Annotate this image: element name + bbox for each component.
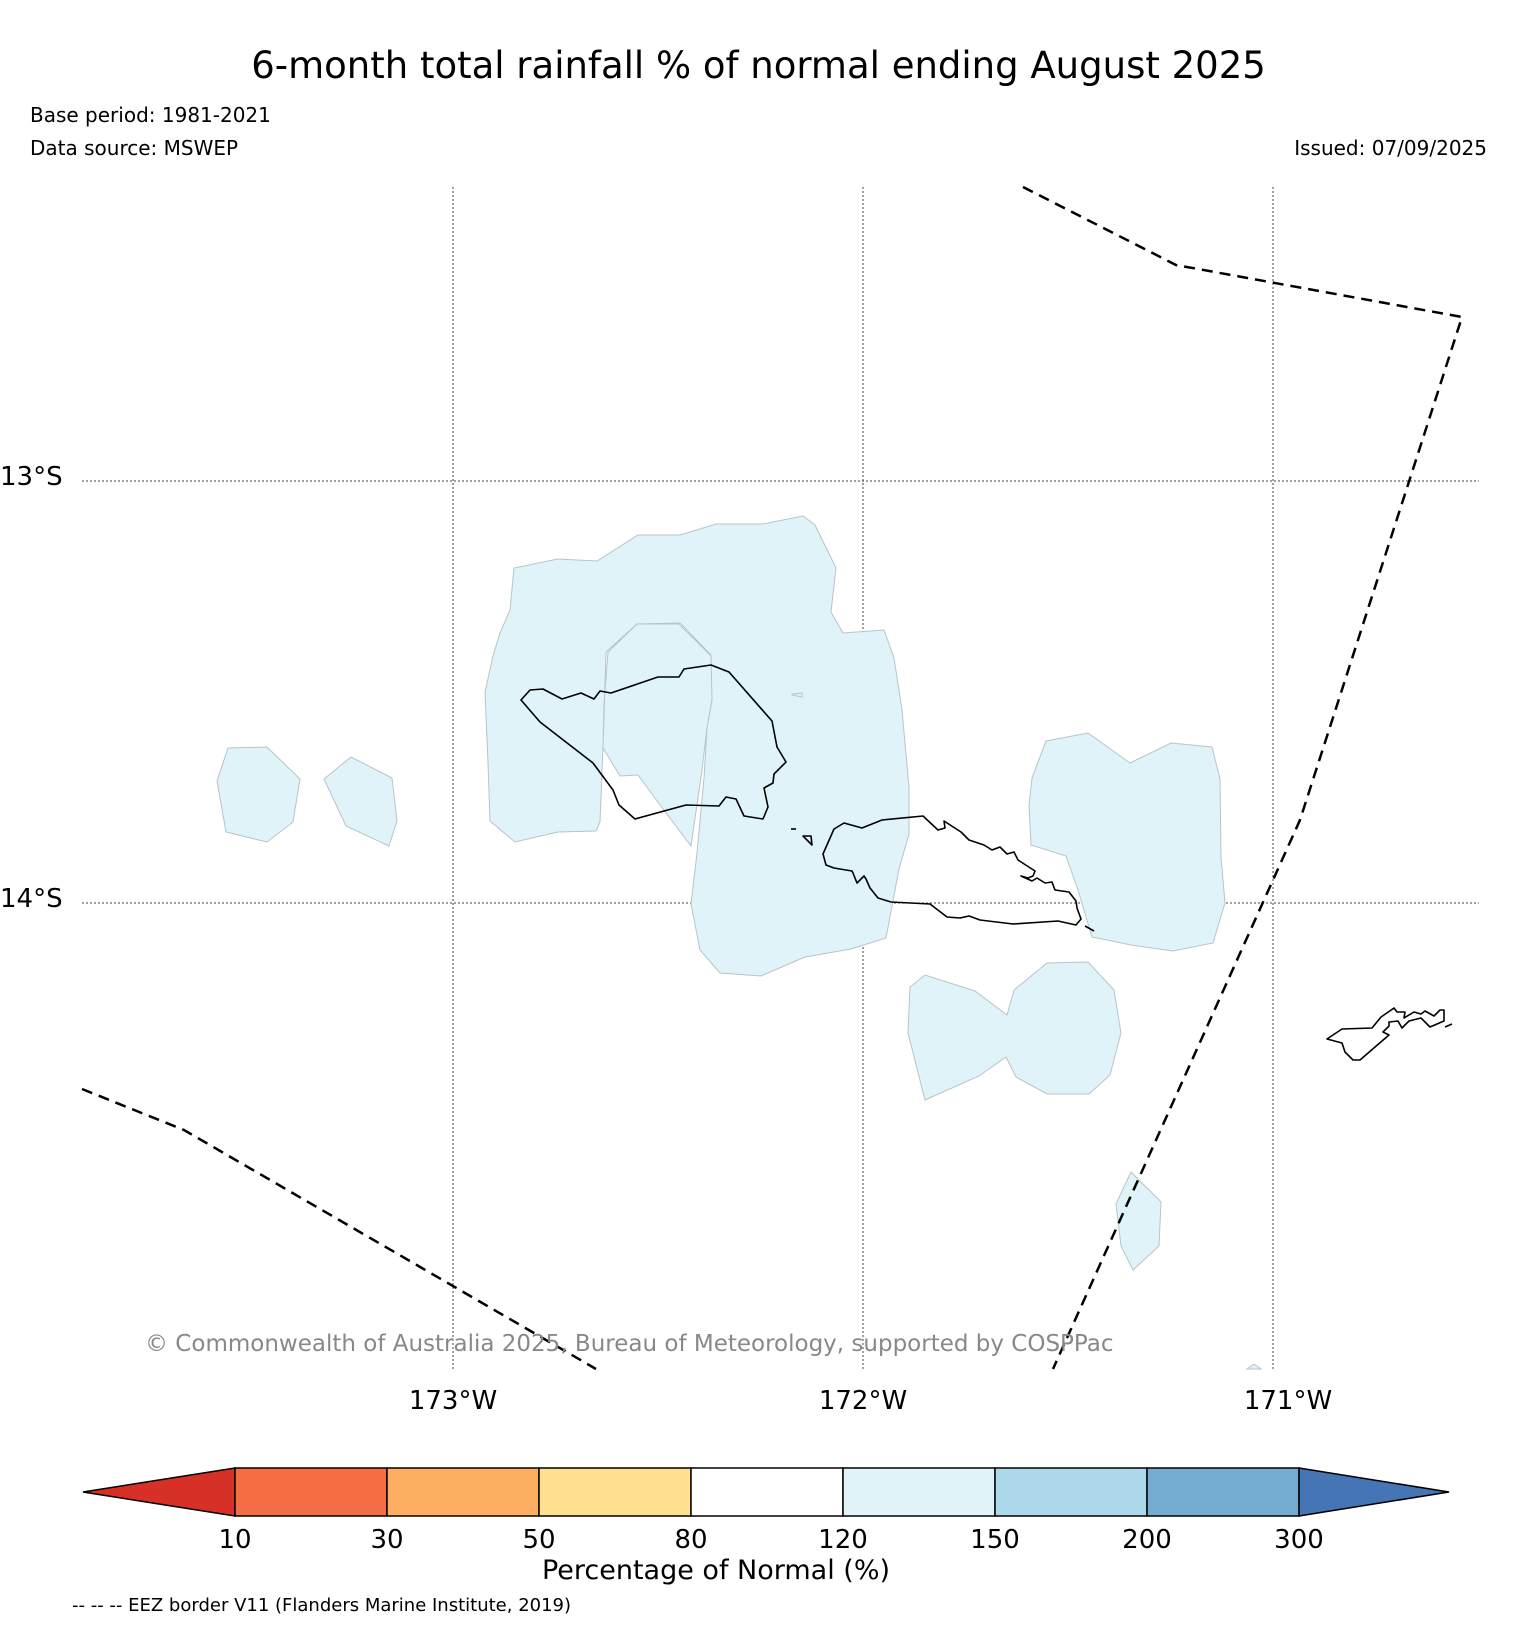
colorbar-segment-lt10 — [82, 1467, 236, 1517]
coastline-aunuu — [1444, 1023, 1453, 1028]
coastline-upolu — [520, 664, 787, 820]
colorbar — [82, 1467, 1450, 1517]
rain-area-tiny — [791, 692, 803, 698]
colorbar-tick: 30 — [370, 1525, 404, 1555]
eez-legend-note: -- -- -- EEZ border V11 (Flanders Marine… — [72, 1595, 572, 1616]
colorbar-segment-gt300 — [1298, 1467, 1450, 1517]
rainfall-shading — [216, 515, 1263, 1370]
lat-label-13s: 13°S — [0, 462, 63, 492]
rain-area-east — [1028, 732, 1226, 952]
coastline-tutuila — [1326, 1007, 1445, 1061]
colorbar-segment-80-120 — [690, 1467, 844, 1517]
lon-label-173w: 173°W — [408, 1386, 498, 1416]
gridlines — [82, 187, 1479, 1369]
colorbar-segment-200-300 — [1146, 1467, 1300, 1517]
colorbar-tick: 300 — [1274, 1525, 1324, 1555]
issued-date: Issued: 07/09/2025 — [1294, 136, 1487, 160]
coastline-savaii-tip — [1084, 925, 1095, 932]
map-title: 6-month total rainfall % of normal endin… — [251, 44, 1266, 87]
copyright-notice: © Commonwealth of Australia 2025, Bureau… — [145, 1331, 1114, 1357]
lat-label-14s: 14°S — [0, 884, 63, 914]
colorbar-tick: 80 — [674, 1525, 708, 1555]
coastline-savaii — [822, 815, 1082, 926]
rain-area-west-a — [216, 746, 301, 843]
colorbar-segment-30-50 — [386, 1467, 540, 1517]
eez-border-north — [1022, 185, 1464, 1370]
rain-area-west-b — [323, 756, 398, 847]
coastline-islet-a — [802, 835, 813, 846]
base-period-label: Base period: 1981-2021 — [30, 103, 271, 127]
rain-area-upolu — [484, 515, 910, 977]
coastlines — [520, 664, 1453, 1061]
rain-area-south-islet — [1115, 1171, 1162, 1271]
colorbar-segment-50-80 — [538, 1467, 692, 1517]
colorbar-segment-10-30 — [234, 1467, 388, 1517]
colorbar-label: Percentage of Normal (%) — [541, 1555, 891, 1586]
colorbar-tick: 120 — [818, 1525, 868, 1555]
rain-area-edge — [1245, 1363, 1263, 1370]
data-source-label: Data source: MSWEP — [30, 136, 239, 160]
lon-label-171w: 171°W — [1243, 1386, 1333, 1416]
colorbar-segment-120-150 — [842, 1467, 996, 1517]
colorbar-tick: 200 — [1122, 1525, 1172, 1555]
colorbar-segment-150-200 — [994, 1467, 1148, 1517]
colorbar-tick: 50 — [522, 1525, 556, 1555]
colorbar-tick: 10 — [218, 1525, 252, 1555]
eez-borders — [81, 185, 1464, 1371]
colorbar-tick: 150 — [970, 1525, 1020, 1555]
lon-label-172w: 172°W — [818, 1386, 908, 1416]
eez-border-south — [81, 1087, 597, 1371]
rain-area-south-west — [907, 961, 1122, 1101]
